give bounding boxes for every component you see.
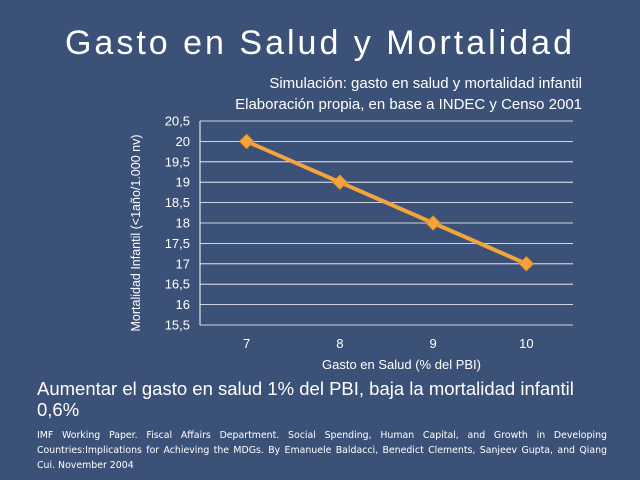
y-tick-label: 18,5 [165,195,190,210]
x-tick-label: 7 [243,336,250,351]
y-tick-label: 16,5 [165,277,190,292]
citation-text: IMF Working Paper. Fiscal Affairs Depart… [37,430,607,471]
subtitle-line-2: Elaboración propia, en base a INDEC y Ce… [235,96,582,113]
y-tick-label: 19,5 [165,154,190,169]
subtitle-line-1: Simulación: gasto en salud y mortalidad … [269,75,582,92]
y-tick-label: 18 [176,216,190,231]
x-tick-label: 9 [430,336,437,351]
chart-subtitle: Simulación: gasto en salud y mortalidad … [235,73,582,115]
x-tick-label: 8 [336,336,343,351]
data-point-marker [425,215,441,231]
y-tick-label: 17,5 [165,236,190,251]
y-tick-label: 20,5 [165,114,190,129]
x-tick-label: 10 [519,336,533,351]
y-tick-label: 15,5 [165,318,190,333]
series-line [245,139,528,266]
y-tick-label: 17 [176,256,190,271]
data-point-marker [332,174,348,190]
data-point-marker [238,133,255,150]
slide-title: Gasto en Salud y Mortalidad [64,24,576,62]
conclusion-text: Aumentar el gasto en salud 1% del PBI, b… [37,378,574,420]
y-axis-label: Mortalidad Infantil (<1año/1.000 nv) [129,135,143,332]
y-tick-label: 20 [176,134,190,149]
y-tick-label: 16 [176,297,190,312]
data-point-marker [518,256,535,272]
x-axis-label: Gasto en Salud (% del PBI) [322,357,481,372]
y-tick-label: 19 [176,175,190,190]
